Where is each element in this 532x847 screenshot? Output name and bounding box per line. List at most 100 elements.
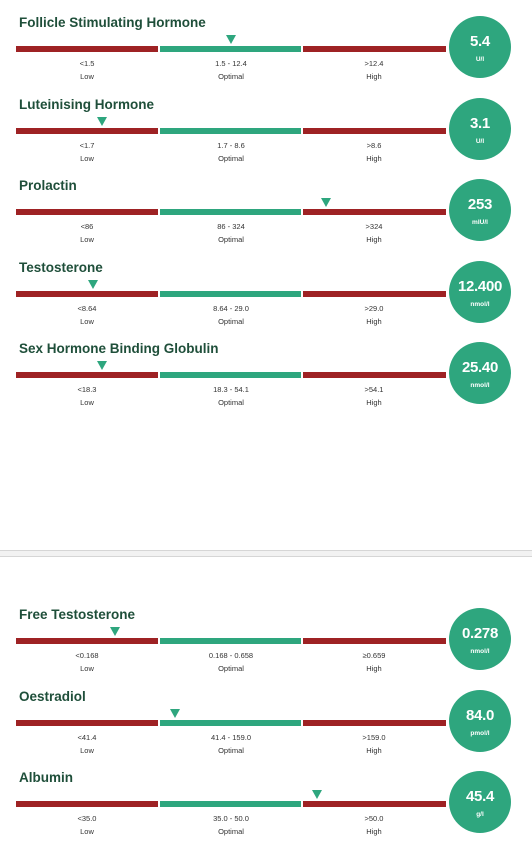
range-bar (16, 801, 446, 807)
high-range-value: >29.0 (364, 304, 384, 313)
range-bar-high-segment (303, 801, 446, 807)
high-range-value: >159.0 (362, 733, 386, 742)
low-range-label: <18.3 Low (16, 385, 158, 408)
result-value: 3.1 (470, 115, 490, 132)
marker-row: Oestradiol <41.4 Low 41.4 - 159.0 Optima… (0, 689, 532, 771)
optimal-range-label: 18.3 - 54.1 Optimal (160, 385, 302, 408)
high-range-label: >8.6 High (303, 141, 445, 164)
result-pointer-icon (320, 198, 331, 207)
marker-row: Follicle Stimulating Hormone <1.5 Low 1.… (0, 15, 532, 97)
result-value: 0.278 (461, 625, 499, 642)
range-bar-optimal-segment (160, 372, 301, 378)
section-divider (0, 550, 532, 557)
optimal-category-label: Optimal (218, 664, 244, 673)
optimal-range-label: 86 - 324 Optimal (160, 222, 302, 245)
low-range-value: <35.0 (77, 814, 97, 823)
result-value-badge: 5.4 U/l (449, 16, 511, 78)
low-range-label: <1.5 Low (16, 59, 158, 82)
range-bar-optimal-segment (160, 128, 301, 134)
high-range-label: ≥0.659 High (303, 651, 445, 674)
high-range-value: >324 (365, 222, 383, 231)
optimal-range-label: 41.4 - 159.0 Optimal (160, 733, 302, 756)
range-bar-low-segment (16, 128, 158, 134)
range-bar-high-segment (303, 46, 446, 52)
low-range-value: <1.7 (79, 141, 95, 150)
result-value: 45.4 (466, 788, 494, 805)
marker-title: Free Testosterone (19, 607, 136, 622)
range-bar-optimal-segment (160, 801, 301, 807)
optimal-range-value: 8.64 - 29.0 (213, 304, 249, 313)
range-bar-high-segment (303, 638, 446, 644)
optimal-range-value: 41.4 - 159.0 (210, 733, 252, 742)
high-category-label: High (366, 746, 382, 755)
optimal-range-label: 8.64 - 29.0 Optimal (160, 304, 302, 327)
optimal-range-value: 18.3 - 54.1 (213, 385, 249, 394)
high-category-label: High (366, 398, 382, 407)
result-value-badge: 45.4 g/l (449, 771, 511, 833)
range-bar-optimal-segment (160, 46, 301, 52)
high-range-value: >12.4 (364, 59, 384, 68)
result-pointer-icon (170, 709, 181, 718)
high-range-label: >159.0 High (303, 733, 445, 756)
low-category-label: Low (80, 398, 94, 407)
optimal-range-value: 0.168 - 0.658 (208, 651, 254, 660)
optimal-range-label: 35.0 - 50.0 Optimal (160, 814, 302, 837)
result-unit: pmol/l (470, 730, 490, 737)
result-value-badge: 12.400 nmol/l (449, 261, 511, 323)
low-category-label: Low (80, 664, 94, 673)
high-range-value: ≥0.659 (362, 651, 386, 660)
range-bar-optimal-segment (160, 209, 301, 215)
marker-title: Albumin (19, 770, 73, 785)
high-category-label: High (366, 72, 382, 81)
optimal-range-label: 1.5 - 12.4 Optimal (160, 59, 302, 82)
low-range-label: <0.168 Low (16, 651, 158, 674)
high-category-label: High (366, 235, 382, 244)
optimal-category-label: Optimal (218, 235, 244, 244)
result-pointer-icon (97, 361, 107, 370)
low-range-value: <86 (80, 222, 94, 231)
range-bar (16, 128, 446, 134)
optimal-category-label: Optimal (218, 317, 244, 326)
range-bar-optimal-segment (160, 291, 301, 297)
optimal-range-value: 1.5 - 12.4 (215, 59, 247, 68)
marker-title: Testosterone (19, 260, 103, 275)
result-unit: nmol/l (470, 301, 490, 308)
optimal-range-label: 1.7 - 8.6 Optimal (160, 141, 302, 164)
optimal-range-label: 0.168 - 0.658 Optimal (160, 651, 302, 674)
high-range-value: >54.1 (364, 385, 384, 394)
low-category-label: Low (80, 154, 94, 163)
optimal-category-label: Optimal (218, 154, 244, 163)
result-value-badge: 84.0 pmol/l (449, 690, 511, 752)
optimal-category-label: Optimal (218, 827, 244, 836)
marker-title: Follicle Stimulating Hormone (19, 15, 206, 30)
high-range-label: >54.1 High (303, 385, 445, 408)
range-bar-low-segment (16, 209, 158, 215)
result-value: 84.0 (466, 707, 494, 724)
low-range-label: <8.64 Low (16, 304, 158, 327)
high-range-value: >8.6 (366, 141, 382, 150)
range-bar (16, 209, 446, 215)
low-range-value: <0.168 (75, 651, 99, 660)
low-range-label: <35.0 Low (16, 814, 158, 837)
range-bar-low-segment (16, 638, 158, 644)
low-category-label: Low (80, 317, 94, 326)
marker-title: Sex Hormone Binding Globulin (19, 341, 219, 356)
result-pointer-icon (88, 280, 99, 289)
low-category-label: Low (80, 827, 94, 836)
high-category-label: High (366, 664, 382, 673)
optimal-range-value: 86 - 324 (217, 222, 245, 231)
low-range-label: <41.4 Low (16, 733, 158, 756)
high-range-label: >12.4 High (303, 59, 445, 82)
range-bar-optimal-segment (160, 638, 301, 644)
high-category-label: High (366, 827, 382, 836)
high-category-label: High (366, 154, 382, 163)
optimal-range-value: 35.0 - 50.0 (213, 814, 249, 823)
range-bar-high-segment (303, 720, 446, 726)
result-value: 5.4 (470, 33, 490, 50)
result-unit: U/l (475, 56, 485, 63)
result-value: 253 (467, 196, 493, 213)
optimal-category-label: Optimal (218, 72, 244, 81)
optimal-category-label: Optimal (218, 398, 244, 407)
marker-row: Free Testosterone <0.168 Low 0.168 - 0.6… (0, 607, 532, 689)
